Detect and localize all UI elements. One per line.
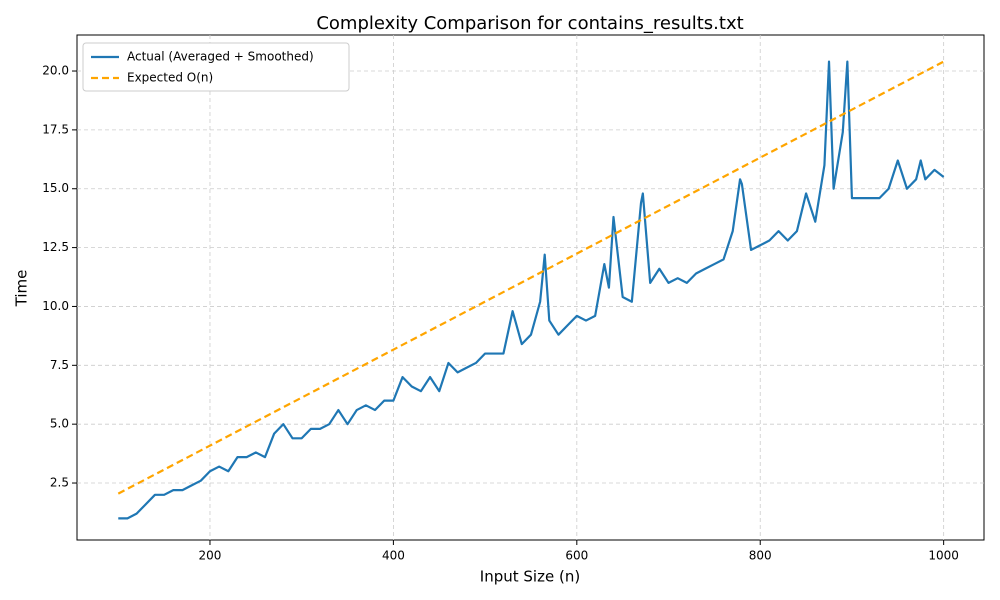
x-tick-label: 600 bbox=[565, 549, 588, 563]
legend-label: Actual (Averaged + Smoothed) bbox=[127, 50, 314, 64]
y-tick-label: 15.0 bbox=[42, 181, 69, 195]
series-line bbox=[118, 60, 945, 520]
legend-label: Expected O(n) bbox=[127, 71, 213, 85]
y-axis-label: Time bbox=[13, 270, 31, 308]
y-tick-label: 10.0 bbox=[42, 299, 69, 313]
x-axis-label: Input Size (n) bbox=[480, 568, 580, 586]
legend-box bbox=[82, 42, 350, 92]
series-line bbox=[117, 60, 945, 495]
plot-frame bbox=[76, 34, 985, 541]
y-tick-label: 5.0 bbox=[50, 417, 69, 431]
y-tick-label: 7.5 bbox=[50, 358, 69, 372]
y-tick-label: 17.5 bbox=[42, 122, 69, 136]
x-tick-label: 400 bbox=[382, 549, 405, 563]
x-tick-label: 1000 bbox=[928, 549, 959, 563]
x-tick-label: 200 bbox=[199, 549, 222, 563]
x-tick-label: 800 bbox=[749, 549, 772, 563]
y-tick-label: 20.0 bbox=[42, 64, 69, 78]
y-tick-label: 12.5 bbox=[42, 240, 69, 254]
y-tick-label: 2.5 bbox=[50, 476, 69, 490]
chart-title: Complexity Comparison for contains_resul… bbox=[316, 13, 743, 34]
